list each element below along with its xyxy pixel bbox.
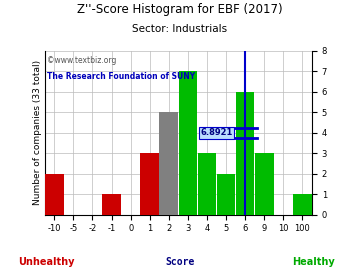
Text: ©www.textbiz.org: ©www.textbiz.org <box>48 56 117 65</box>
Bar <box>255 153 274 215</box>
Text: The Research Foundation of SUNY: The Research Foundation of SUNY <box>48 72 195 81</box>
Bar <box>179 71 197 215</box>
Bar <box>159 112 178 215</box>
Y-axis label: Number of companies (33 total): Number of companies (33 total) <box>33 60 42 205</box>
Bar <box>140 153 159 215</box>
Text: Healthy: Healthy <box>292 257 334 267</box>
Bar <box>198 153 216 215</box>
Text: 6.8921: 6.8921 <box>201 128 233 137</box>
Bar <box>45 174 64 215</box>
Bar <box>102 194 121 215</box>
Bar <box>293 194 312 215</box>
Text: Z''-Score Histogram for EBF (2017): Z''-Score Histogram for EBF (2017) <box>77 3 283 16</box>
Text: Sector: Industrials: Sector: Industrials <box>132 24 228 34</box>
Text: Unhealthy: Unhealthy <box>19 257 75 267</box>
Text: Score: Score <box>165 257 195 267</box>
Bar <box>217 174 235 215</box>
Bar <box>236 92 255 215</box>
